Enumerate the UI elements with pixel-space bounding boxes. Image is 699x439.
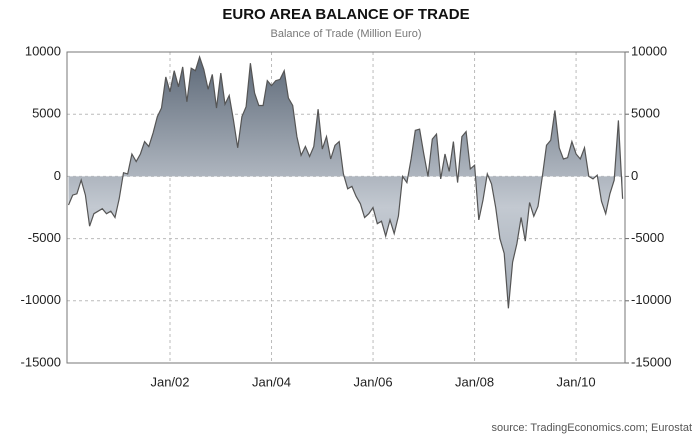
area xyxy=(68,57,623,309)
y-tick-label: -5000 xyxy=(28,230,61,245)
x-tick-label: Jan/10 xyxy=(557,374,596,389)
line xyxy=(67,55,624,309)
x-tick-label: Jan/06 xyxy=(354,374,393,389)
y2-tick-label: 0 xyxy=(631,168,638,183)
y2-tick-label: -15000 xyxy=(631,354,671,369)
y-tick-label: 5000 xyxy=(32,106,61,121)
y2-tick-label: 5000 xyxy=(631,106,660,121)
source-note: source: TradingEconomics.com; Eurostat xyxy=(491,422,692,434)
y2-tick-label: -5000 xyxy=(631,230,664,245)
y-tick-label: 10000 xyxy=(25,43,61,58)
plot-frame xyxy=(66,51,626,364)
y-tick-label: -15000 xyxy=(21,354,61,369)
y-tick-label: 0 xyxy=(54,168,61,183)
x-tick-label: Jan/02 xyxy=(150,374,189,389)
y2-tick-label: -10000 xyxy=(631,292,671,307)
x-tick-label: Jan/04 xyxy=(252,374,291,389)
y2-tick-label: 10000 xyxy=(631,43,667,58)
x-tick-label: Jan/08 xyxy=(455,374,494,389)
chart-subtitle: Balance of Trade (Million Euro) xyxy=(270,28,421,40)
y-tick-label: -10000 xyxy=(21,292,61,307)
chart-title: EURO AREA BALANCE OF TRADE xyxy=(222,6,469,23)
